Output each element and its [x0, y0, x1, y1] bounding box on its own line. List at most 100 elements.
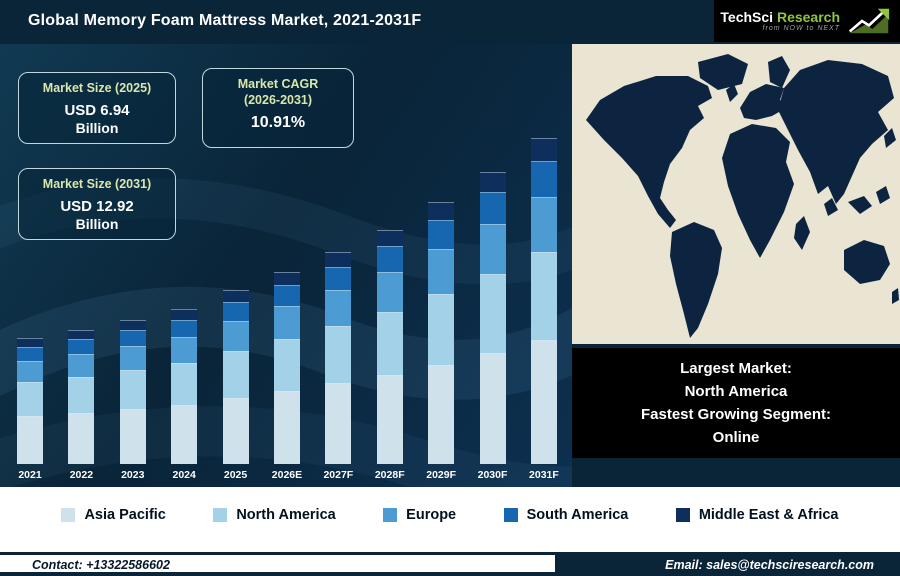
legend-label: Middle East & Africa	[698, 506, 839, 523]
island-madagascar	[794, 216, 810, 250]
legend-item: Middle East & Africa	[675, 506, 839, 523]
info-value: 10.91%	[250, 114, 306, 132]
region-scandinavia	[768, 56, 790, 88]
x-axis-label: 2026E	[271, 469, 303, 481]
bar-segment	[530, 197, 557, 252]
bar-segment	[273, 306, 300, 339]
page-title: Global Memory Foam Mattress Market, 2021…	[28, 12, 422, 29]
world-map-panel	[572, 44, 900, 344]
bar-column: 2029F	[419, 99, 463, 483]
growth-arrow-icon	[848, 8, 890, 34]
bar-segment	[530, 138, 557, 161]
legend-item: Asia Pacific	[61, 506, 166, 523]
bar-segment	[222, 302, 249, 321]
continent-asia	[778, 60, 894, 204]
bar-segment	[68, 354, 95, 377]
footer-bar: Contact: +13322586602 Email: sales@techs…	[0, 552, 900, 576]
bar-segment	[376, 272, 403, 312]
bar-column: 2023	[111, 99, 155, 483]
caption-line: Largest Market:	[680, 359, 792, 377]
legend-label: South America	[526, 506, 629, 523]
info-label: Market Size (2025)	[42, 81, 152, 95]
bar-segment	[325, 267, 352, 290]
bar-segment	[17, 382, 43, 416]
legend-label: Europe	[406, 506, 457, 523]
continent-north-america	[586, 76, 712, 228]
continent-greenland	[698, 54, 748, 90]
bar-column: 2021	[8, 99, 52, 483]
bar-segment	[325, 326, 352, 383]
bar-segment	[119, 409, 146, 464]
bar-segment	[376, 230, 403, 246]
legend-swatch	[383, 507, 398, 522]
bar-segment	[119, 370, 146, 409]
x-axis-label: 2027F	[323, 469, 354, 481]
caption-line: Fastest Growing Segment:	[640, 406, 832, 423]
bar-chart: 2021 2022 2023 2024 2025 2026E 2027F 2028F 2029F…	[8, 99, 566, 483]
brand-name-secondary: Research	[776, 8, 840, 25]
bar-segment	[17, 347, 43, 361]
bar-segment	[68, 339, 95, 354]
caption-line: North America	[684, 382, 788, 400]
bar-segment	[68, 377, 95, 413]
bar-column: 2028F	[368, 99, 412, 483]
bar-segment	[325, 290, 352, 326]
x-axis-label: 2023	[121, 469, 145, 481]
bar-stack	[171, 309, 198, 464]
x-axis-label: 2025	[223, 469, 248, 481]
bar-column: 2030F	[471, 99, 515, 483]
bar-segment	[376, 246, 403, 272]
x-axis-label: 2030F	[477, 469, 508, 481]
bar-segment	[17, 338, 43, 347]
bar-column: 2031F	[522, 99, 566, 483]
bar-segment	[325, 383, 352, 464]
bar-segment	[273, 339, 300, 391]
bar-stack	[325, 252, 352, 464]
bar-segment	[171, 363, 198, 405]
bar-segment	[273, 272, 300, 285]
bar-segment	[222, 398, 249, 464]
caption-line: Online	[712, 429, 760, 447]
legend-swatch	[213, 507, 228, 522]
bar-segment	[530, 340, 557, 464]
bar-stack	[376, 230, 403, 464]
info-box-cagr: Market CAGR (2026-2031) 10.91%	[202, 68, 354, 148]
bar-column: 2024	[162, 99, 206, 483]
x-axis-label: 2021	[18, 469, 42, 481]
bar-segment	[479, 353, 506, 464]
bar-segment	[222, 351, 249, 398]
bar-segment	[171, 405, 198, 464]
legend-item: Europe	[383, 507, 456, 523]
bar-segment	[428, 249, 455, 294]
x-axis-label: 2029F	[426, 469, 457, 481]
info-box-market-size-2025: Market Size (2025) USD 6.94 Billion	[18, 72, 176, 144]
bar-segment	[428, 294, 455, 365]
bar-column: 2025	[214, 99, 258, 483]
bar-stack	[479, 172, 506, 464]
legend-label: Asia Pacific	[84, 506, 166, 523]
bar-segment	[325, 252, 352, 267]
chart-panel: Market Size (2025) USD 6.94 Billion Mark…	[0, 44, 572, 487]
continent-australia	[844, 240, 890, 284]
bar-segment	[479, 192, 506, 224]
bar-stack	[530, 138, 557, 464]
bar-segment	[17, 361, 43, 382]
info-value: USD 6.94	[64, 101, 130, 119]
legend-bar: Asia Pacific North America Europe South Ame…	[0, 487, 900, 552]
bar-segment	[428, 220, 455, 249]
bar-stack	[119, 320, 146, 464]
brand-tagline: from NOW to NEXT	[762, 25, 840, 33]
bar-segment	[171, 309, 198, 320]
legend-swatch	[61, 507, 76, 522]
bar-segment	[171, 320, 198, 337]
bar-column: 2022	[59, 99, 103, 483]
info-label: (2026-2031)	[243, 92, 313, 107]
bar-segment	[376, 312, 403, 375]
bar-segment	[530, 161, 557, 197]
islands-new-zealand	[892, 288, 899, 304]
islands-southeast-asia	[824, 186, 890, 216]
bar-segment	[428, 202, 455, 220]
bar-stack	[428, 202, 455, 464]
footer-right-background	[555, 555, 900, 576]
